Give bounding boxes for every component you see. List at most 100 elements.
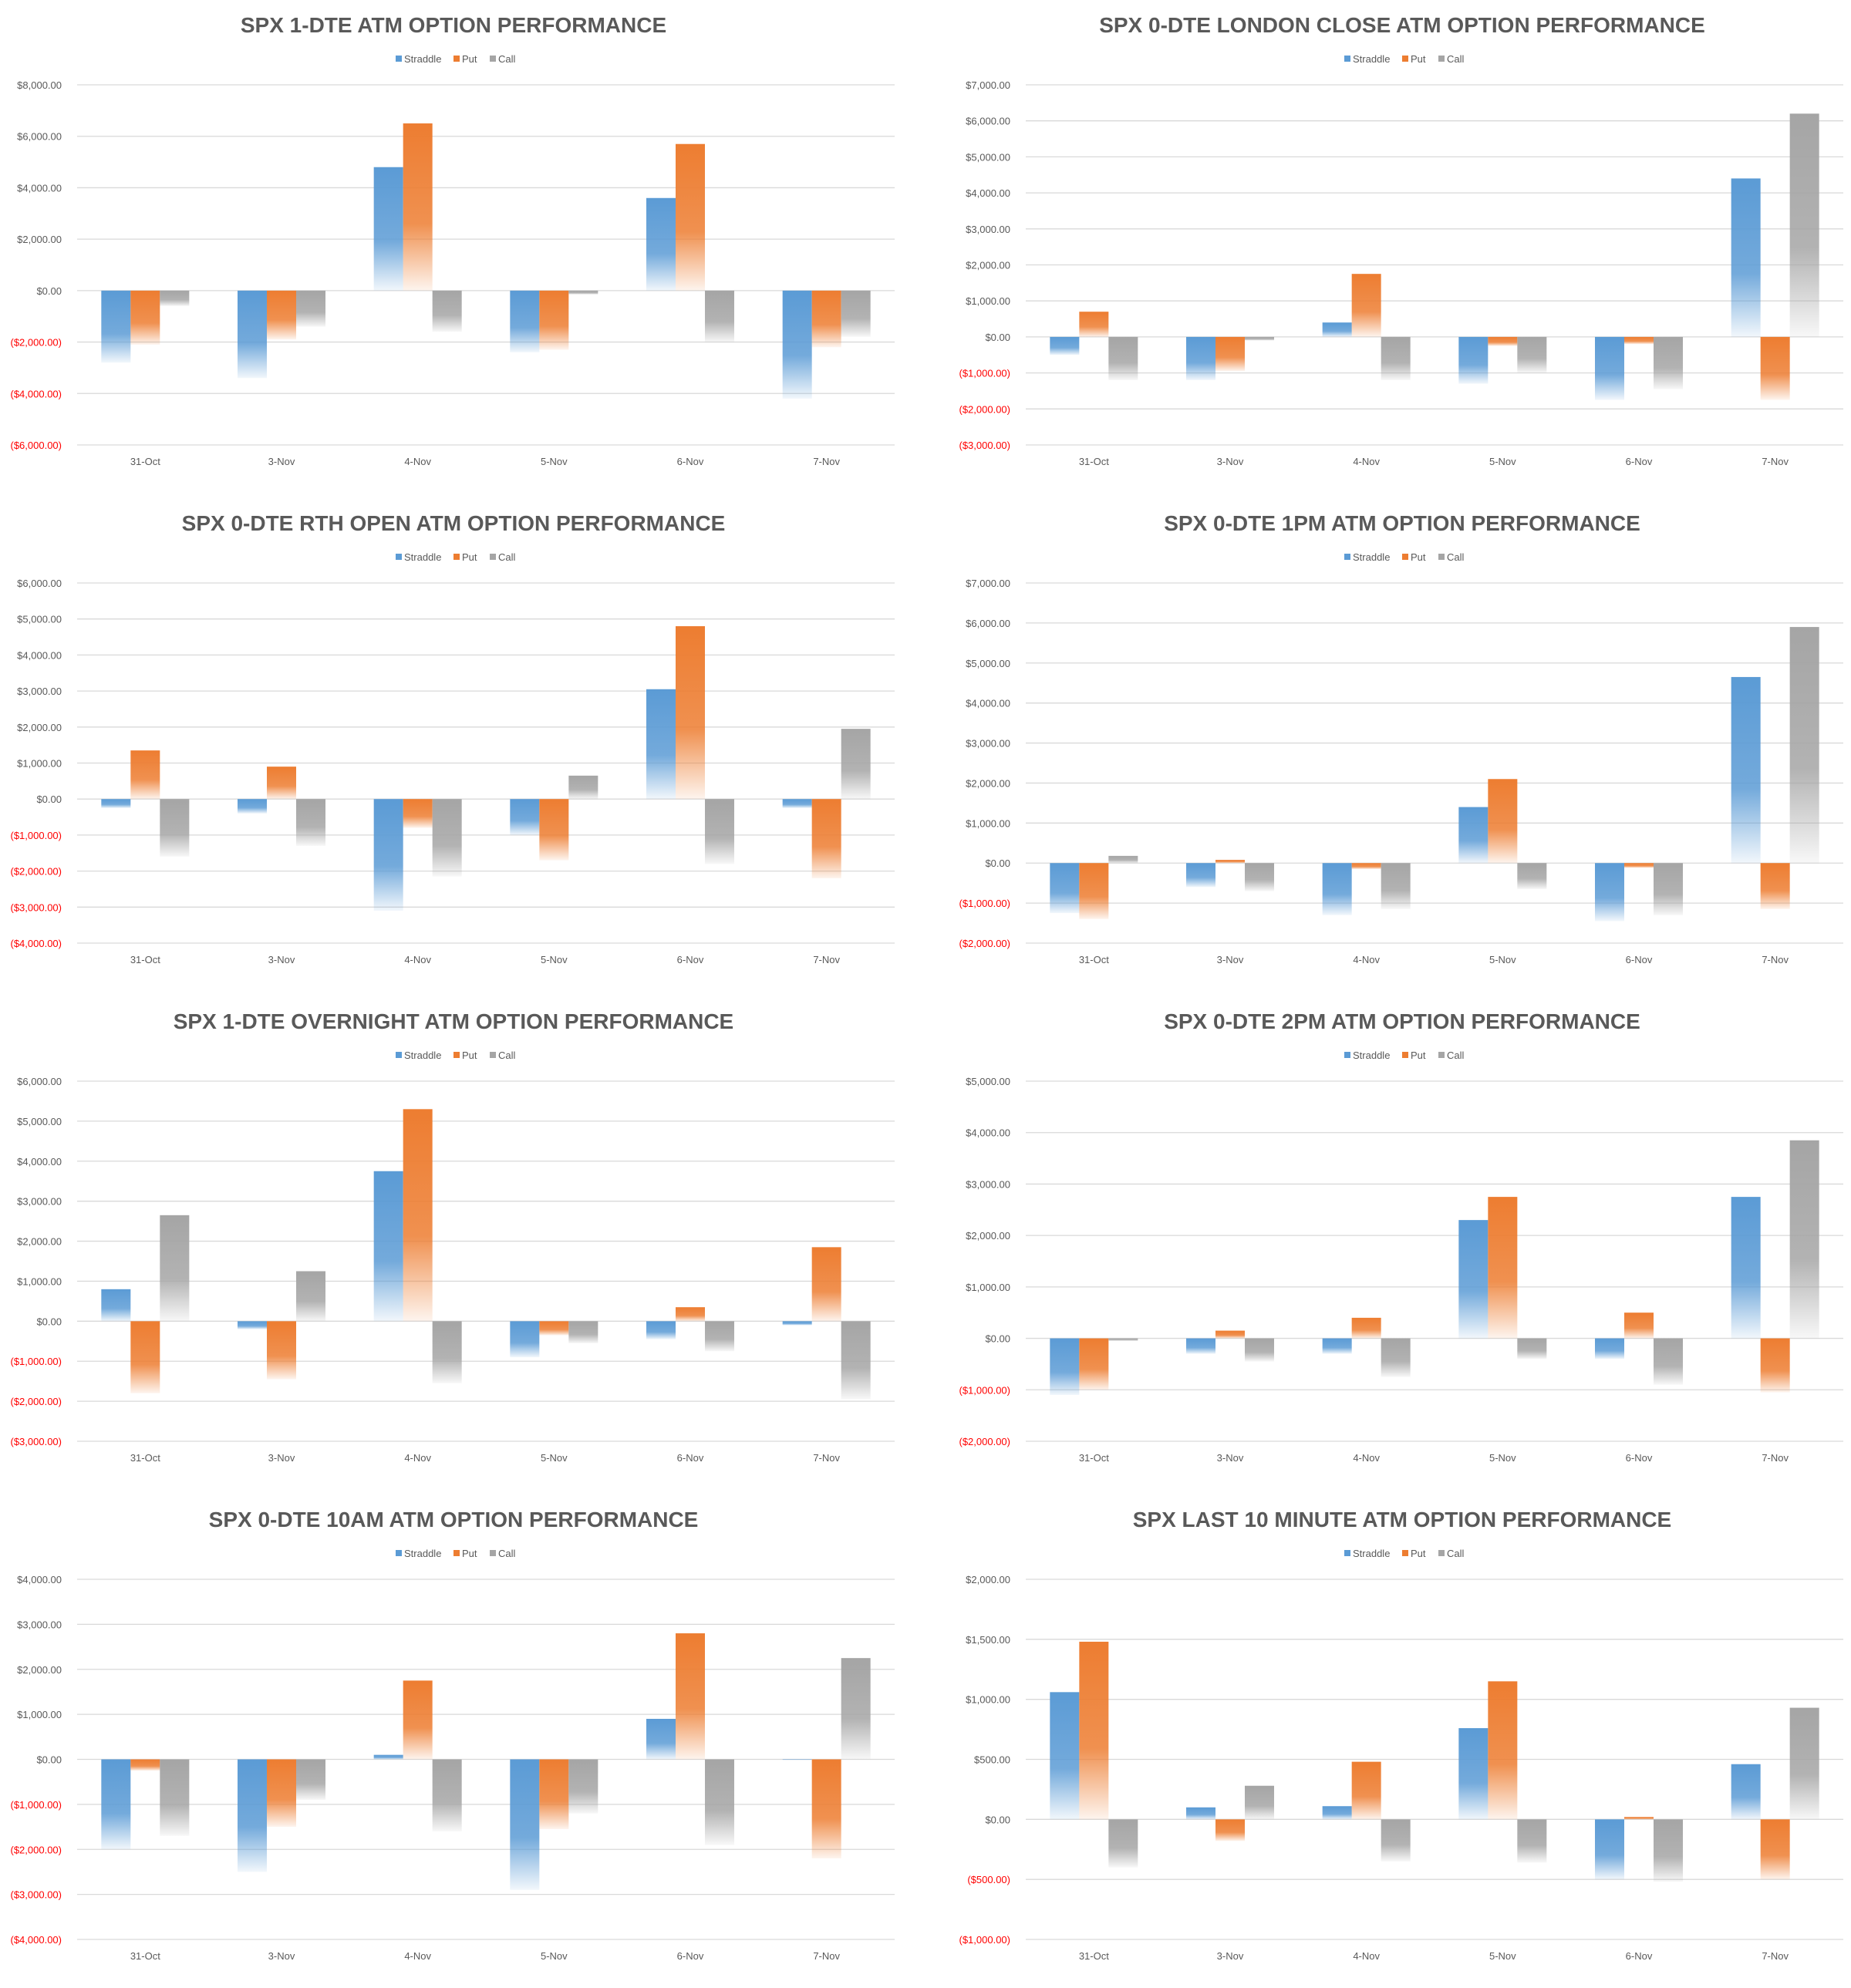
x-tick-label: 31-Oct [1079,954,1109,965]
x-tick-label: 31-Oct [1079,456,1109,467]
bar-straddle [238,290,267,379]
y-tick-label: ($2,000.00) [959,403,1011,415]
bar-call [1789,1140,1819,1339]
bar-call [1654,336,1683,389]
legend-swatch [490,56,496,62]
x-tick-label: 6-Nov [1626,1950,1653,1962]
y-tick-label: ($2,000.00) [11,1844,62,1855]
legend-label: Put [1411,1050,1426,1061]
y-tick-label: ($1,000.00) [11,830,62,841]
chart-panel: SPX LAST 10 MINUTE ATM OPTION PERFORMANC… [949,1494,1851,1988]
bar-put [811,1247,841,1322]
chart-title: SPX 0-DTE 10AM ATM OPTION PERFORMANCE [209,1508,699,1531]
chart-panel: SPX 0-DTE 1PM ATM OPTION PERFORMANCE Stra… [949,498,1851,992]
chart-title: SPX 0-DTE RTH OPEN ATM OPTION PERFORMANC… [182,511,726,535]
bar-call [568,1321,598,1343]
y-tick-label: ($3,000.00) [959,440,1011,451]
bar-straddle [373,1171,403,1322]
x-tick-label: 4-Nov [1353,954,1380,965]
x-tick-label: 31-Oct [1079,1452,1109,1464]
bar-straddle [1458,1220,1489,1339]
bar-straddle [646,1321,676,1339]
y-tick-label: $5,000.00 [966,1076,1010,1087]
legend-label: Straddle [404,53,441,65]
legend-swatch [1344,554,1350,560]
bar-put [1215,1330,1245,1339]
x-tick-label: 4-Nov [404,954,431,965]
bar-call [568,775,598,800]
y-tick-label: $4,000.00 [966,187,1010,199]
y-tick-label: $2,000.00 [17,1236,62,1248]
y-tick-label: $0.00 [36,1754,62,1766]
bar-call [160,799,190,857]
bar-put [1215,336,1245,372]
chart-panel: SPX 0-DTE LONDON CLOSE ATM OPTION PERFOR… [949,0,1851,494]
y-tick-label: $2,000.00 [966,1230,1010,1242]
bar-put [1351,863,1381,870]
bar-put [1488,1197,1518,1339]
y-tick-label: $3,000.00 [17,1619,62,1630]
bar-call [1381,1819,1411,1862]
bar-call [1245,1785,1274,1820]
bar-straddle [238,1321,267,1329]
bar-put [1760,1819,1790,1880]
bar-straddle [782,1759,812,1761]
chart-title: SPX 1-DTE OVERNIGHT ATM OPTION PERFORMAN… [174,1009,733,1033]
y-tick-label: $1,500.00 [966,1634,1010,1646]
bar-straddle [1050,1338,1080,1395]
x-tick-label: 5-Nov [1489,1452,1516,1464]
bar-chart: SPX 0-DTE 2PM ATM OPTION PERFORMANCE Stra… [959,1009,1843,1464]
x-tick-label: 3-Nov [1217,1452,1244,1464]
legend-swatch [1402,554,1408,560]
legend-swatch [1438,1052,1445,1058]
bar-put [1215,860,1245,864]
y-tick-label: $2,000.00 [17,1664,62,1676]
bar-call [1381,1338,1411,1377]
bar-straddle [510,1759,540,1890]
x-tick-label: 4-Nov [404,456,431,467]
bar-straddle [1322,1338,1352,1354]
chart-panel: SPX 0-DTE RTH OPEN ATM OPTION PERFORMANC… [0,498,926,992]
chart-title: SPX 0-DTE LONDON CLOSE ATM OPTION PERFOR… [1099,13,1705,37]
y-tick-label: $4,000.00 [17,182,62,194]
bar-call [1108,336,1138,380]
bar-call [1108,1819,1138,1868]
y-tick-label: ($2,000.00) [11,1396,62,1407]
bar-put [676,1633,705,1760]
y-tick-label: ($4,000.00) [11,388,62,399]
y-tick-label: $3,000.00 [966,738,1010,750]
legend-swatch [490,554,496,560]
bar-put [1624,863,1654,868]
bar-put [1488,336,1518,346]
y-tick-label: $2,000.00 [966,260,1010,271]
legend-label: Straddle [404,1050,441,1061]
x-tick-label: 6-Nov [677,1452,704,1464]
bar-call [432,290,462,332]
y-tick-label: $0.00 [985,1333,1010,1345]
bar-chart: SPX 0-DTE 1PM ATM OPTION PERFORMANCE Stra… [959,511,1843,965]
y-tick-label: $2,000.00 [17,234,62,245]
bar-straddle [646,197,676,291]
bar-straddle [1186,863,1215,888]
legend-swatch [1438,554,1445,560]
bar-put [403,799,433,828]
y-tick-label: ($1,000.00) [959,898,1011,909]
legend-label: Call [1447,551,1465,563]
bar-straddle [1050,863,1080,914]
y-tick-label: $4,000.00 [17,1574,62,1585]
bar-put [403,1109,433,1322]
chart-panel: SPX 1-DTE OVERNIGHT ATM OPTION PERFORMAN… [0,996,926,1490]
bar-put [403,1680,433,1760]
bar-straddle [101,799,131,808]
x-tick-label: 7-Nov [813,1950,840,1962]
x-tick-label: 31-Oct [130,1452,160,1464]
bar-put [676,143,705,291]
y-tick-label: ($4,000.00) [11,938,62,949]
chart-title: SPX LAST 10 MINUTE ATM OPTION PERFORMANC… [1133,1508,1671,1531]
x-tick-label: 3-Nov [268,954,295,965]
y-tick-label: ($4,000.00) [11,1934,62,1946]
bar-straddle [373,799,403,911]
bar-put [1079,1338,1109,1390]
x-tick-label: 31-Oct [1079,1950,1109,1962]
